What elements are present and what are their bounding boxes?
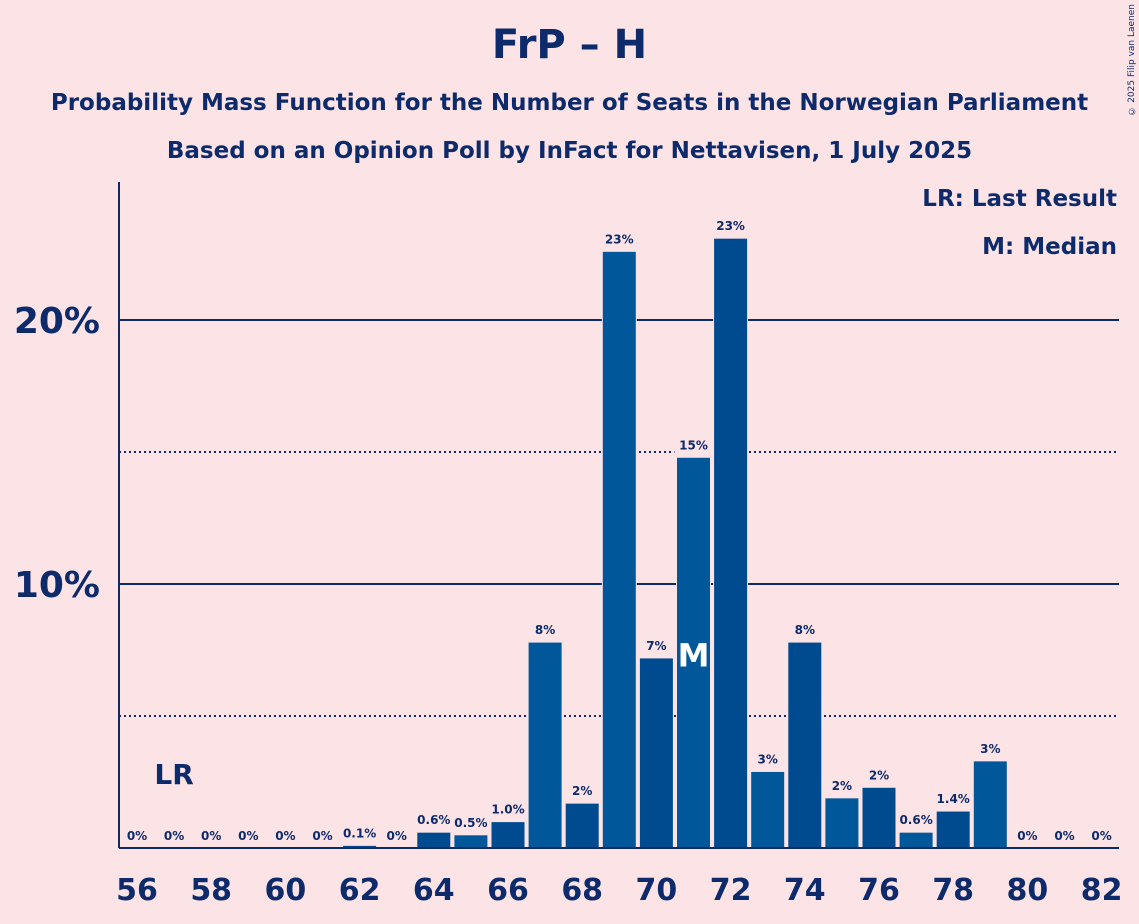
median-marker: M (678, 637, 710, 675)
bar (972, 760, 1008, 849)
x-tick-label: 70 (636, 873, 678, 908)
chart-title: FrP – H (491, 22, 648, 68)
bar (638, 657, 674, 849)
bar-label-bg (489, 799, 527, 822)
bar-label-bg (451, 812, 490, 835)
bar-value-label: 0% (127, 829, 147, 843)
bar-value-label: 2% (832, 779, 852, 793)
bar-label-bg (711, 216, 750, 239)
x-tick-label: 60 (265, 873, 307, 908)
bar (861, 786, 897, 849)
x-tick-label: 64 (413, 873, 455, 908)
bar (676, 456, 711, 849)
bar-label-bg (414, 810, 453, 833)
x-tick-label: 56 (116, 873, 158, 908)
bar-value-label: 7% (646, 639, 666, 653)
bar (564, 802, 600, 849)
bar-label-bg (563, 781, 602, 804)
chart-subtitle: Probability Mass Function for the Number… (50, 90, 1089, 116)
x-tick-label: 74 (784, 873, 826, 908)
x-tick-label: 80 (1007, 873, 1049, 908)
bar-label-bg (822, 775, 861, 798)
bar (416, 831, 452, 849)
bar-value-label: 0.6% (899, 813, 932, 827)
bar-value-label: 3% (758, 752, 778, 766)
bar-value-label: 0% (1054, 829, 1074, 843)
bar (935, 810, 971, 849)
bar-value-label: 0% (164, 829, 184, 843)
x-tick-label: 78 (932, 873, 974, 908)
bar (527, 641, 563, 849)
legend-last-result: LR: Last Result (922, 186, 1117, 212)
bar-label-bg (971, 738, 1010, 761)
legend-median: M: Median (982, 234, 1117, 260)
bar-value-label: 0% (312, 829, 332, 843)
x-tick-label: 66 (487, 873, 529, 908)
bar (898, 831, 934, 849)
x-tick-label: 68 (561, 873, 603, 908)
x-tick-label: 72 (710, 873, 752, 908)
bar-value-label: 0% (238, 829, 258, 843)
bar (824, 797, 860, 849)
bar-value-label: 1.4% (937, 792, 970, 806)
bar-label-bg (897, 810, 936, 833)
bar-value-label: 8% (795, 623, 815, 637)
bar-value-label: 3% (980, 742, 1000, 756)
bar-value-label: 23% (605, 232, 634, 246)
bar-label-bg (860, 765, 898, 788)
bar-value-label: 0% (275, 829, 295, 843)
bar-value-label: 8% (535, 623, 555, 637)
bar-value-label: 0.6% (417, 813, 450, 827)
bar-label-bg (637, 635, 676, 658)
last-result-marker: LR (154, 758, 193, 791)
x-tick-label: 62 (339, 873, 381, 908)
y-tick-label: 20% (14, 301, 100, 342)
bar-value-label: 2% (869, 768, 889, 782)
y-tick-label: 10% (14, 565, 100, 606)
bar (750, 770, 786, 849)
bar (453, 834, 489, 849)
bar-label-bg (674, 435, 713, 458)
bar-value-label: 0% (201, 829, 221, 843)
bar (490, 821, 526, 849)
bar-value-label: 0.1% (343, 826, 376, 840)
bar-label-bg (748, 749, 787, 772)
bar (787, 641, 823, 849)
x-tick-label: 82 (1081, 873, 1123, 908)
bar (713, 237, 749, 849)
x-tick-label: 76 (858, 873, 900, 908)
bar-label-bg (934, 789, 973, 812)
bar-value-label: 1.0% (491, 803, 524, 817)
bar-value-label: 0.5% (454, 816, 487, 830)
bar-value-label: 2% (572, 784, 592, 798)
bar-value-label: 23% (716, 219, 745, 233)
bar-label-bg (785, 620, 824, 643)
chart-subtitle-2: Based on an Opinion Poll by InFact for N… (166, 138, 973, 164)
x-tick-label: 58 (190, 873, 232, 908)
bar-value-label: 0% (1017, 829, 1037, 843)
bar-value-label: 0% (387, 829, 407, 843)
bar-value-label: 0% (1091, 829, 1111, 843)
bar (601, 250, 637, 849)
bar-label-bg (340, 823, 379, 846)
bar-value-label: 15% (679, 438, 708, 452)
bar-label-bg (600, 229, 639, 252)
bar-label-bg (526, 620, 565, 643)
